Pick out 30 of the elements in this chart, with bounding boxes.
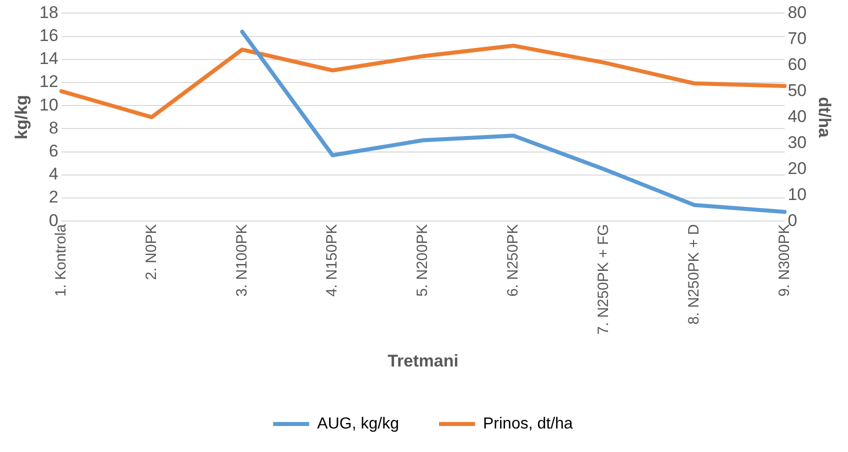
- y2-tick-label: 80: [788, 2, 807, 22]
- y2-tick-label: 0: [788, 210, 798, 230]
- y-tick-label: 2: [48, 188, 58, 207]
- y-tick-label: 14: [39, 49, 58, 68]
- y-tick-label: 6: [48, 142, 58, 161]
- x-tick-label: 2. N0PK: [142, 224, 160, 280]
- y2-tick-label: 70: [788, 28, 807, 48]
- y2-tick-label: 20: [788, 158, 807, 178]
- y2-axis-title: dt/ha: [815, 96, 834, 138]
- x-tick-label: 3. N100PK: [233, 224, 250, 297]
- y-tick-label: 16: [39, 26, 58, 45]
- x-tick-label: 6. N250PK: [504, 224, 522, 297]
- y-tick-label: 4: [48, 164, 58, 184]
- y-axis-title: kg/kg: [12, 94, 31, 140]
- y-tick-label: 12: [39, 72, 58, 92]
- x-tick-label: 5. N200PK: [414, 224, 432, 297]
- x-tick-label: 7. N250PK + FG: [594, 224, 612, 335]
- y2-tick-label: 60: [788, 54, 807, 74]
- x-tick-label: 8. N250PK + D: [685, 224, 702, 325]
- x-axis-title: Tretmani: [388, 351, 458, 370]
- y-tick-label: 18: [39, 2, 58, 22]
- y2-tick-label: 30: [788, 132, 807, 152]
- legend-label: Prinos, dt/ha: [482, 415, 573, 432]
- y-tick-label: 8: [48, 118, 58, 138]
- y2-tick-label: 10: [788, 184, 807, 204]
- x-tick-label: 4. N150PK: [324, 224, 341, 297]
- legend-label: AUG, kg/kg: [317, 415, 399, 432]
- y-tick-label: 10: [39, 95, 58, 114]
- y2-tick-label: 40: [788, 106, 807, 126]
- y2-tick-label: 50: [788, 80, 807, 100]
